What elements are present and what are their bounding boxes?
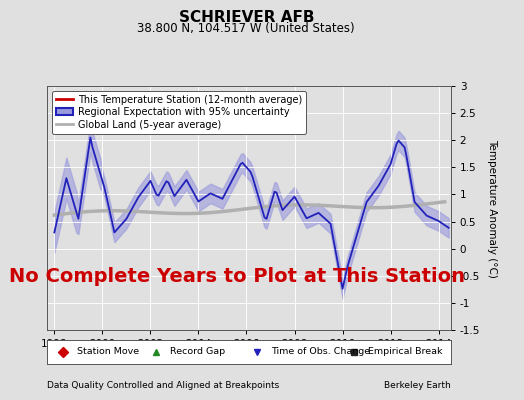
Text: Data Quality Controlled and Aligned at Breakpoints: Data Quality Controlled and Aligned at B… — [47, 381, 279, 390]
Text: Empirical Break: Empirical Break — [368, 348, 442, 356]
Y-axis label: Temperature Anomaly (°C): Temperature Anomaly (°C) — [487, 138, 497, 278]
Text: SCHRIEVER AFB: SCHRIEVER AFB — [179, 10, 314, 25]
Text: No Complete Years to Plot at This Station: No Complete Years to Plot at This Statio… — [9, 267, 465, 286]
Text: Record Gap: Record Gap — [170, 348, 225, 356]
Text: 38.800 N, 104.517 W (United States): 38.800 N, 104.517 W (United States) — [137, 22, 355, 35]
Legend: This Temperature Station (12-month average), Regional Expectation with 95% uncer: This Temperature Station (12-month avera… — [52, 91, 307, 134]
Text: Time of Obs. Change: Time of Obs. Change — [271, 348, 370, 356]
Text: Berkeley Earth: Berkeley Earth — [384, 381, 451, 390]
Text: Station Move: Station Move — [78, 348, 139, 356]
